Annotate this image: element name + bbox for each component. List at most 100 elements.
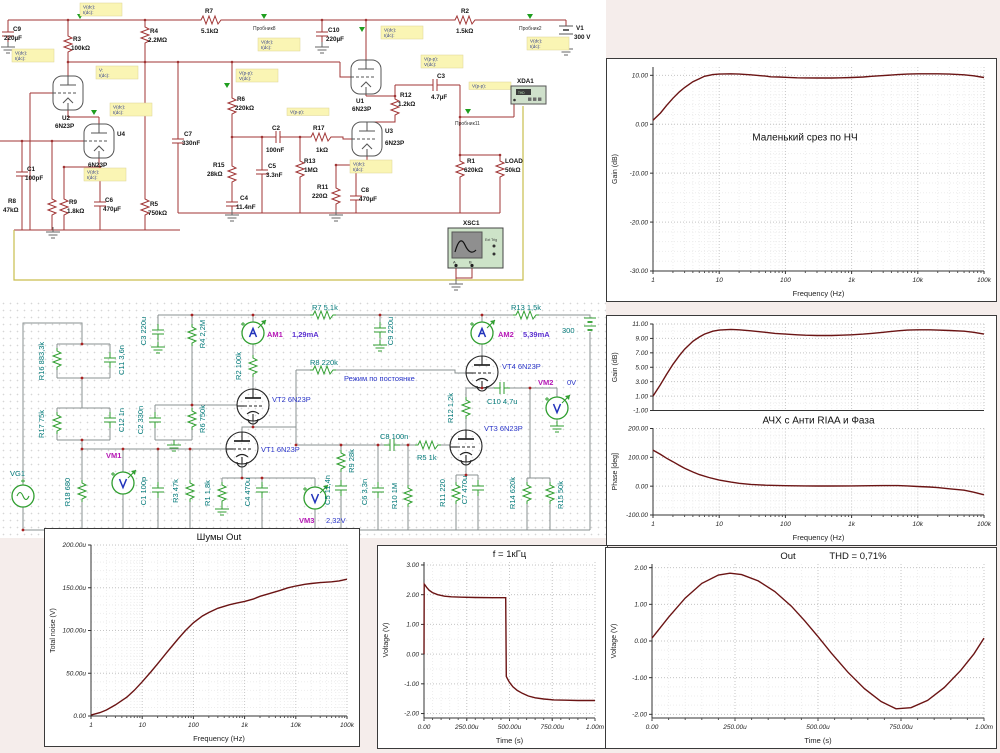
resistor-r3[interactable] <box>185 479 195 503</box>
label-r5-val: 750kΩ <box>148 210 167 217</box>
label-c9-ref: C9 <box>13 26 22 33</box>
resistor-r8[interactable] <box>309 365 337 375</box>
yellow-wire <box>13 106 524 281</box>
cap-c7[interactable] <box>471 479 485 497</box>
tube-vt1[interactable] <box>225 431 259 468</box>
label-vt4: VT4 6N23P <box>502 362 541 371</box>
label-r14: R14 620k <box>508 477 517 509</box>
label-am1: AM1 <box>267 330 283 339</box>
svg-text:500.00u: 500.00u <box>806 724 830 731</box>
tube-u4[interactable] <box>83 123 115 159</box>
cap-c3[interactable] <box>426 78 444 92</box>
tube-vt3[interactable] <box>449 429 483 466</box>
svg-text:1.00: 1.00 <box>634 602 647 609</box>
probe-arrow-icon <box>261 14 267 19</box>
resistor-r7[interactable] <box>197 15 225 25</box>
label-r7-val: 5.1kΩ <box>201 28 218 35</box>
cap-c2[interactable] <box>148 411 162 429</box>
instrument-xsc1[interactable]: Ext Trig A B XSC1 <box>447 220 504 269</box>
tube-vt2[interactable] <box>236 388 270 425</box>
label-probe8: Пробник8 <box>253 26 276 32</box>
tube-u2[interactable] <box>52 75 84 111</box>
resistor-load[interactable] <box>495 157 505 181</box>
label-u4-ref: U4 <box>117 131 126 138</box>
label-c6: C6 3,3n <box>360 479 369 505</box>
resistor-r10[interactable] <box>403 484 413 508</box>
svg-text:1k: 1k <box>241 722 249 729</box>
label-r11-val: 220Ω <box>312 193 328 200</box>
svg-text:10: 10 <box>716 277 724 284</box>
voltmeter-vm2[interactable] <box>544 394 571 420</box>
probe-box-line: I(dc): <box>87 175 97 180</box>
resistor-r17[interactable] <box>52 411 62 435</box>
cap-c11[interactable] <box>103 351 117 369</box>
svg-text:1.00m: 1.00m <box>586 724 605 731</box>
tube-u3[interactable] <box>351 121 383 157</box>
cap-c10[interactable] <box>493 381 511 395</box>
resistor-r11[interactable] <box>331 184 341 208</box>
label-r8-val: 47kΩ <box>3 207 19 214</box>
resistor-r1[interactable] <box>455 157 465 181</box>
resistor-r1[interactable] <box>217 481 227 505</box>
svg-text:1: 1 <box>89 722 93 729</box>
resistor-r18[interactable] <box>77 479 87 503</box>
resistor-r2[interactable] <box>451 15 479 25</box>
source-vg1[interactable] <box>11 479 35 508</box>
cap-c4[interactable] <box>255 481 269 499</box>
cap-c3[interactable] <box>151 323 165 341</box>
svg-text:Time (s): Time (s) <box>804 736 832 745</box>
label-r9-val: 1.8kΩ <box>67 208 84 215</box>
resistor-r13[interactable] <box>512 310 540 320</box>
resistor-r11[interactable] <box>451 481 461 505</box>
resistor-r9[interactable] <box>336 449 346 473</box>
tube-vt4[interactable] <box>465 355 499 392</box>
cap-c2[interactable] <box>269 130 287 144</box>
ammeter-am1[interactable] <box>240 319 267 345</box>
label-vt1: VT1 6N23P <box>261 445 300 454</box>
resistor-r8[interactable] <box>47 195 57 219</box>
components[interactable] <box>11 310 597 510</box>
resistor-r13[interactable] <box>295 157 305 181</box>
resistor-r15[interactable] <box>545 481 555 505</box>
resistor-r14[interactable] <box>522 481 532 505</box>
label-vt3: VT3 6N23P <box>484 424 523 433</box>
ammeter-am2[interactable] <box>469 319 496 345</box>
probe-box-line: I(dc): <box>15 56 25 61</box>
label-r5: R5 1k <box>417 453 437 462</box>
resistor-r7[interactable] <box>309 310 337 320</box>
tube-u1[interactable] <box>350 59 382 95</box>
cap-c12[interactable] <box>103 411 117 429</box>
resistor-r12[interactable] <box>461 396 471 420</box>
svg-text:10k: 10k <box>291 722 302 729</box>
node-dots <box>20 18 502 169</box>
label-r1-ref: R1 <box>467 158 476 165</box>
cap-c9[interactable] <box>373 321 387 339</box>
label-r12-val: 1.2kΩ <box>398 101 415 108</box>
svg-text:-100.00: -100.00 <box>626 512 648 519</box>
cap-c1[interactable] <box>151 481 165 499</box>
probe-box-line: V(dc): <box>113 105 125 110</box>
cap-c6[interactable] <box>371 481 385 499</box>
resistor-r5[interactable] <box>414 440 442 450</box>
svg-text:10.00: 10.00 <box>632 73 649 80</box>
resistor-r16[interactable] <box>52 347 62 371</box>
voltmeter-vm1[interactable] <box>110 469 137 495</box>
label-dc-mode-note: Режим по постоянке <box>344 374 415 383</box>
label-c9: C9 220u <box>386 317 395 345</box>
label-u1-val: 6N23P <box>352 106 371 113</box>
svg-text:0.00: 0.00 <box>406 651 419 658</box>
label-r15-val: 28kΩ <box>207 171 223 178</box>
svg-text:200.00u: 200.00u <box>62 542 87 549</box>
resistor-r6[interactable] <box>187 407 197 431</box>
resistor-r17[interactable] <box>307 132 335 142</box>
resistor-r4[interactable] <box>187 323 197 347</box>
cap-c5[interactable] <box>334 479 348 497</box>
label-v1-val: 300 V <box>574 34 591 41</box>
label-c5-val: 3.3nF <box>266 172 283 179</box>
instrument-xda1[interactable]: THD XDA1 <box>510 78 547 105</box>
battery-300v[interactable] <box>583 317 597 331</box>
resistor-r15[interactable] <box>227 162 237 186</box>
label-vt2: VT2 6N23P <box>272 395 311 404</box>
resistor-r2[interactable] <box>248 354 258 378</box>
battery-v1[interactable] <box>558 25 574 39</box>
